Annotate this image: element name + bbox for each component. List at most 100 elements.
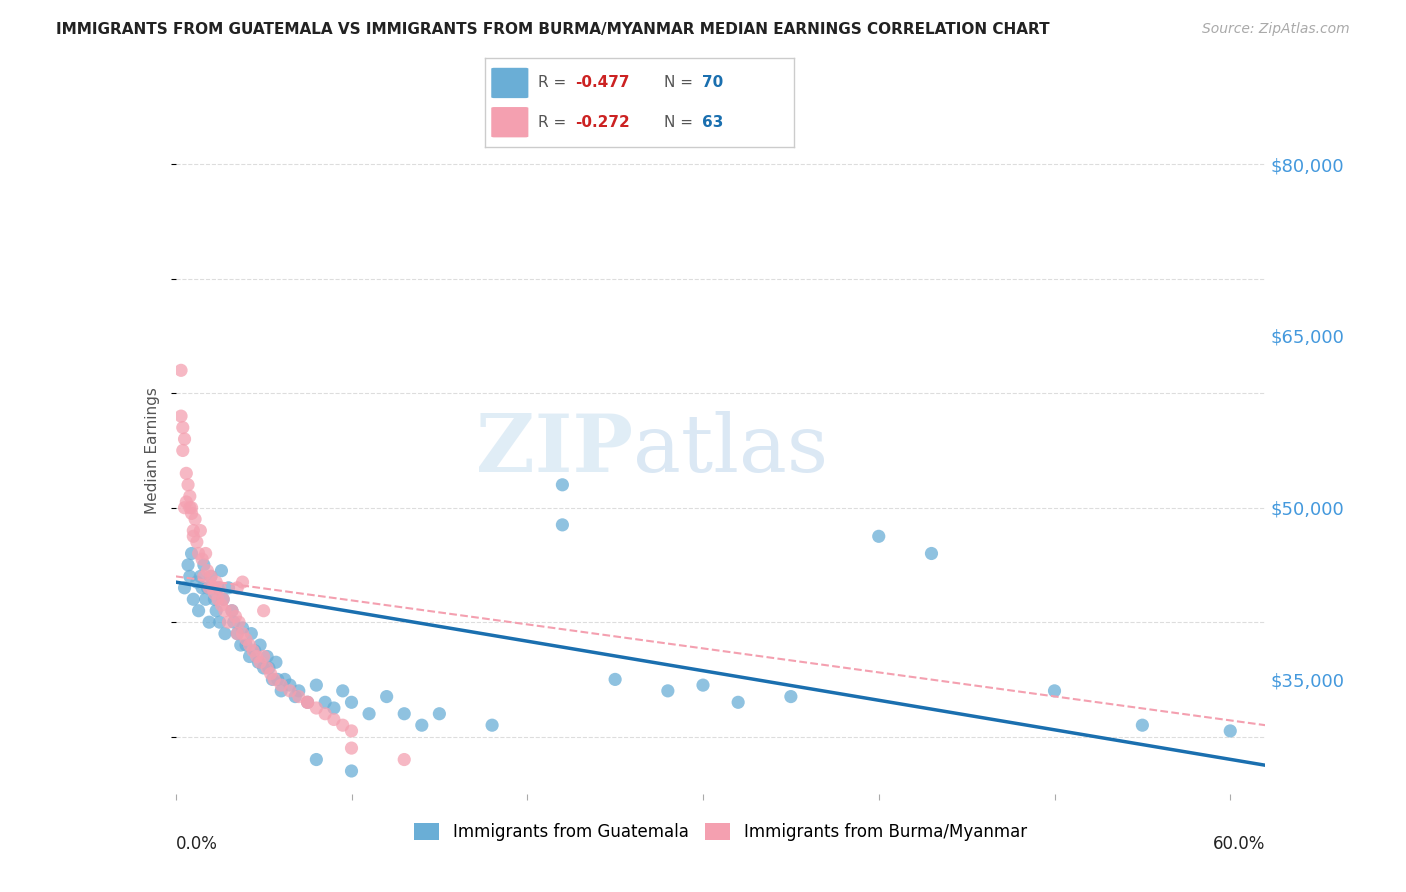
Point	[1132, 718, 1154, 732]
Text: R =: R =	[537, 115, 571, 129]
Point	[270, 683, 292, 698]
FancyBboxPatch shape	[491, 68, 529, 98]
Text: N =: N =	[665, 76, 699, 90]
Point	[226, 626, 249, 640]
Point	[256, 661, 278, 675]
Point	[375, 690, 398, 704]
Point	[253, 661, 276, 675]
Point	[242, 644, 264, 658]
Text: Source: ZipAtlas.com: Source: ZipAtlas.com	[1202, 22, 1350, 37]
Text: atlas: atlas	[633, 411, 828, 490]
Point	[260, 666, 283, 681]
Y-axis label: Median Earnings: Median Earnings	[145, 387, 160, 514]
Point	[187, 604, 209, 618]
Point	[226, 581, 249, 595]
Point	[481, 718, 503, 732]
Point	[180, 546, 202, 560]
Point	[305, 678, 328, 692]
Text: 70: 70	[702, 76, 723, 90]
Point	[235, 638, 257, 652]
Point	[305, 753, 328, 767]
Point	[212, 592, 235, 607]
Point	[274, 673, 297, 687]
Point	[288, 690, 311, 704]
Point	[427, 706, 450, 721]
Point	[173, 500, 195, 515]
Point	[226, 626, 249, 640]
Point	[211, 564, 233, 578]
Point	[239, 649, 262, 664]
Point	[253, 604, 276, 618]
Point	[1219, 723, 1241, 738]
Point	[323, 713, 346, 727]
Point	[605, 673, 627, 687]
Point	[186, 575, 208, 590]
Point	[229, 638, 252, 652]
Text: IMMIGRANTS FROM GUATEMALA VS IMMIGRANTS FROM BURMA/MYANMAR MEDIAN EARNINGS CORRE: IMMIGRANTS FROM GUATEMALA VS IMMIGRANTS …	[56, 22, 1050, 37]
Point	[186, 535, 208, 549]
Point	[305, 701, 328, 715]
Point	[551, 517, 574, 532]
Point	[249, 655, 271, 669]
Point	[207, 581, 229, 595]
Point	[239, 638, 262, 652]
Point	[188, 569, 212, 583]
Text: 63: 63	[702, 115, 723, 129]
Point	[214, 626, 236, 640]
Point	[340, 695, 363, 709]
Point	[284, 690, 307, 704]
Point	[174, 467, 197, 481]
Text: 60.0%: 60.0%	[1213, 835, 1265, 853]
Text: 0.0%: 0.0%	[176, 835, 218, 853]
Point	[204, 586, 226, 600]
Point	[200, 569, 222, 583]
Point	[191, 581, 214, 595]
Point	[173, 432, 195, 446]
Point	[194, 546, 217, 560]
Point	[297, 695, 319, 709]
Point	[172, 420, 194, 434]
Point	[205, 575, 228, 590]
Point	[172, 443, 194, 458]
Point	[179, 500, 201, 515]
Point	[246, 649, 269, 664]
Point	[256, 649, 278, 664]
Point	[243, 644, 266, 658]
Point	[214, 604, 236, 618]
Point	[195, 564, 219, 578]
Point	[221, 604, 243, 618]
Point	[222, 615, 245, 630]
Point	[193, 569, 215, 583]
Text: R =: R =	[537, 76, 571, 90]
Point	[208, 615, 231, 630]
Text: ZIP: ZIP	[477, 411, 633, 490]
Point	[225, 609, 247, 624]
Text: -0.477: -0.477	[575, 76, 630, 90]
Point	[323, 701, 346, 715]
Point	[183, 529, 205, 543]
Point	[231, 626, 254, 640]
Point	[228, 615, 250, 630]
Point	[314, 695, 336, 709]
Point	[278, 683, 301, 698]
Point	[240, 626, 263, 640]
Point	[183, 524, 205, 538]
Point	[1043, 683, 1066, 698]
Point	[177, 558, 200, 572]
Point	[177, 478, 200, 492]
Point	[201, 581, 224, 595]
Point	[314, 706, 336, 721]
Text: -0.272: -0.272	[575, 115, 630, 129]
Point	[394, 753, 416, 767]
Point	[170, 363, 193, 377]
Legend: Immigrants from Guatemala, Immigrants from Burma/Myanmar: Immigrants from Guatemala, Immigrants fr…	[408, 816, 1033, 847]
Point	[657, 683, 679, 698]
Point	[394, 706, 416, 721]
Point	[187, 546, 209, 560]
Point	[188, 524, 212, 538]
Point	[217, 615, 239, 630]
Point	[235, 632, 257, 647]
Point	[411, 718, 433, 732]
Point	[921, 546, 943, 560]
Point	[191, 552, 214, 566]
